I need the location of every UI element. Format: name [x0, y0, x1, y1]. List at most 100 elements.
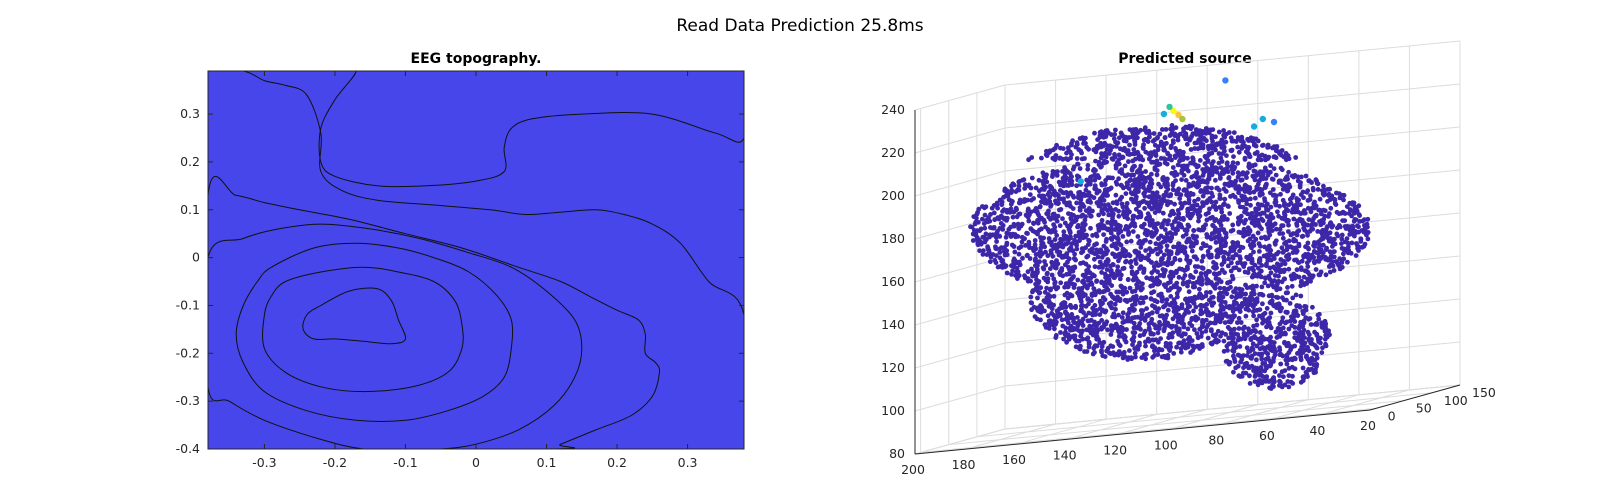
scatter3d-point	[1110, 144, 1115, 150]
scatter3d-point	[1157, 279, 1163, 285]
scatter3d-point	[1045, 192, 1051, 198]
scatter3d-point	[1302, 335, 1307, 340]
scatter3d-point	[1172, 169, 1178, 175]
scatter3d-point	[1230, 276, 1236, 282]
scatter3d-point	[1076, 286, 1082, 291]
scatter3d-point	[1058, 330, 1063, 335]
scatter3d-floor-gridline	[948, 400, 1404, 446]
scatter3d-point	[1042, 289, 1048, 295]
scatter3d-point	[1096, 159, 1102, 165]
scatter3d-point	[1356, 248, 1361, 253]
scatter3d-point	[1054, 249, 1060, 254]
scatter3d-point	[1078, 195, 1084, 201]
scatter3d-point	[1205, 159, 1211, 164]
scatter3d-point	[1032, 238, 1038, 243]
scatter3d-point	[1236, 326, 1242, 331]
scatter3d-point	[1067, 202, 1072, 208]
scatter3d-point	[1289, 356, 1295, 362]
scatter3d-point	[1345, 259, 1350, 265]
scatter3d-point	[1029, 266, 1034, 272]
scatter3d-point	[1362, 217, 1367, 223]
scatter3d-point	[1154, 228, 1159, 234]
scatter3d-point	[1269, 298, 1275, 304]
scatter3d-point	[1242, 209, 1247, 215]
scatter3d-point	[1262, 275, 1268, 281]
scatter3d-point	[1079, 156, 1085, 162]
scatter3d-point	[1327, 249, 1333, 255]
scatter3d-point	[1165, 221, 1170, 227]
scatter3d-point	[1279, 182, 1285, 188]
scatter3d-point	[1054, 319, 1059, 325]
scatter3d-point	[1003, 263, 1009, 269]
scatter3d-point	[1072, 264, 1078, 270]
scatter3d-point	[1185, 213, 1191, 218]
scatter3d-point	[1198, 292, 1204, 298]
scatter3d-point	[999, 199, 1005, 205]
scatter3d-point	[1008, 234, 1014, 239]
scatter3d-point	[1267, 346, 1273, 352]
scatter3d-point	[1050, 253, 1056, 259]
scatter3d-point	[1254, 212, 1259, 218]
scatter3d-point	[1291, 216, 1297, 222]
scatter3d-point	[1203, 309, 1209, 314]
scatter3d-point	[1281, 258, 1287, 264]
scatter3d-point	[1311, 216, 1316, 221]
scatter3d-point	[1088, 213, 1094, 219]
scatter3d-point	[1307, 316, 1313, 321]
scatter3d-point	[1218, 155, 1224, 161]
scatter3d-point	[1144, 351, 1149, 357]
scatter3d-point	[1332, 249, 1337, 255]
scatter3d-point	[1008, 190, 1014, 196]
scatter3d-point	[1179, 305, 1185, 311]
scatter3d-point	[1322, 254, 1328, 260]
scatter3d-point	[998, 246, 1003, 252]
scatter3d-point	[1083, 187, 1089, 193]
scatter3d-point	[1295, 174, 1301, 180]
scatter3d-point	[1195, 146, 1201, 152]
contour-level-4-region	[208, 176, 661, 449]
scatter3d-point	[1280, 315, 1286, 321]
scatter3d-point	[1295, 209, 1301, 215]
scatter3d-point	[1113, 253, 1118, 258]
scatter3d-point	[1250, 163, 1256, 169]
scatter3d-point	[1270, 187, 1276, 192]
scatter3d-point	[1289, 364, 1295, 370]
scatter3d-x-axis-line	[914, 409, 1371, 455]
scatter3d-point	[1142, 205, 1147, 211]
scatter3d-point	[1262, 310, 1268, 316]
scatter3d-point	[1209, 185, 1214, 191]
scatter3d-point	[1194, 239, 1199, 244]
contour-fills	[208, 71, 744, 449]
scatter3d-point	[1209, 303, 1215, 308]
scatter3d-point	[1120, 266, 1126, 271]
scatter3d-point	[1166, 193, 1172, 199]
scatter3d-point	[1048, 322, 1054, 327]
scatter3d-point	[1050, 169, 1056, 174]
scatter3d-point	[1352, 233, 1357, 239]
scatter3d-point	[1026, 157, 1031, 163]
scatter3d-point	[1230, 254, 1235, 260]
scatter3d-point	[1117, 276, 1123, 282]
scatter3d-point	[1203, 126, 1209, 131]
scatter3d-point	[975, 210, 980, 215]
scatter3d-point	[1136, 185, 1142, 191]
scatter3d-floor-gridline	[1218, 399, 1309, 426]
scatter3d-point	[1210, 214, 1215, 220]
scatter3d-point	[1105, 220, 1111, 225]
scatter3d-point	[1216, 129, 1222, 135]
scatter3d-point	[1364, 232, 1369, 238]
scatter3d-point	[1063, 241, 1069, 247]
scatter3d-point	[1101, 232, 1106, 238]
scatter3d-point	[1181, 331, 1186, 337]
scatter3d-point	[1335, 225, 1340, 231]
scatter3d-point	[1171, 244, 1176, 250]
scatter3d-point	[1243, 217, 1248, 223]
scatter3d-point	[1316, 245, 1322, 251]
scatter3d-point	[1286, 222, 1291, 228]
scatter3d-point	[1120, 310, 1126, 316]
scatter3d-point	[1282, 382, 1288, 388]
scatter3d-point	[1172, 153, 1178, 159]
scatter3d-point	[1191, 228, 1196, 233]
scatter3d-point	[1281, 269, 1287, 275]
scatter3d-floor-gridline	[976, 392, 1432, 438]
